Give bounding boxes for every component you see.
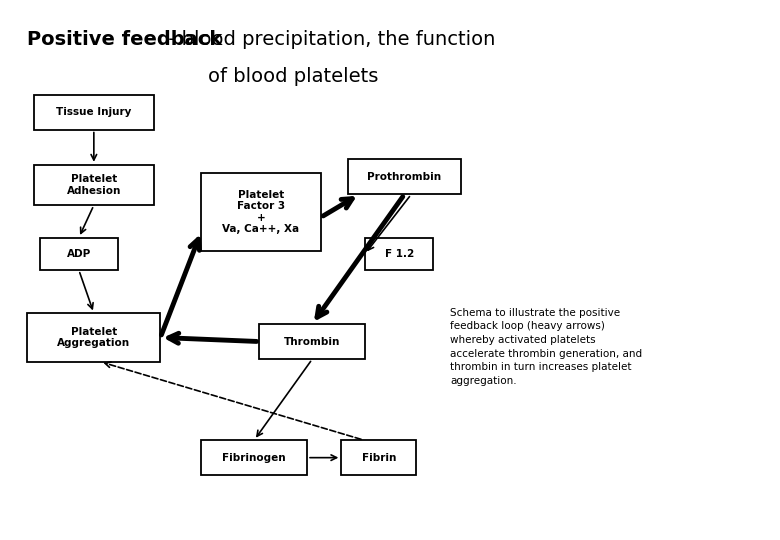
Text: - blood precipitation, the function: - blood precipitation, the function: [162, 30, 496, 49]
Text: F 1.2: F 1.2: [385, 249, 414, 259]
FancyBboxPatch shape: [27, 313, 161, 362]
Text: Prothrombin: Prothrombin: [367, 172, 441, 182]
Text: ADP: ADP: [67, 249, 91, 259]
FancyBboxPatch shape: [201, 440, 307, 475]
Text: Tissue Injury: Tissue Injury: [56, 107, 132, 117]
Text: Platelet
Factor 3
+
Va, Ca++, Xa: Platelet Factor 3 + Va, Ca++, Xa: [222, 190, 300, 234]
Text: Positive feedback: Positive feedback: [27, 30, 222, 49]
Text: Fibrinogen: Fibrinogen: [222, 453, 286, 463]
FancyBboxPatch shape: [34, 94, 154, 130]
FancyBboxPatch shape: [34, 165, 154, 205]
FancyBboxPatch shape: [201, 173, 321, 251]
FancyBboxPatch shape: [348, 159, 461, 194]
FancyBboxPatch shape: [259, 324, 365, 359]
Text: Fibrin: Fibrin: [362, 453, 396, 463]
Text: Schema to illustrate the positive
feedback loop (heavy arrows)
whereby activated: Schema to illustrate the positive feedba…: [451, 308, 643, 386]
FancyBboxPatch shape: [40, 238, 118, 270]
FancyBboxPatch shape: [365, 238, 434, 270]
Text: of blood platelets: of blood platelets: [208, 68, 378, 86]
Text: Thrombin: Thrombin: [284, 336, 340, 347]
Text: Platelet
Adhesion: Platelet Adhesion: [66, 174, 121, 195]
Text: Platelet
Aggregation: Platelet Aggregation: [57, 327, 130, 348]
FancyBboxPatch shape: [342, 440, 417, 475]
